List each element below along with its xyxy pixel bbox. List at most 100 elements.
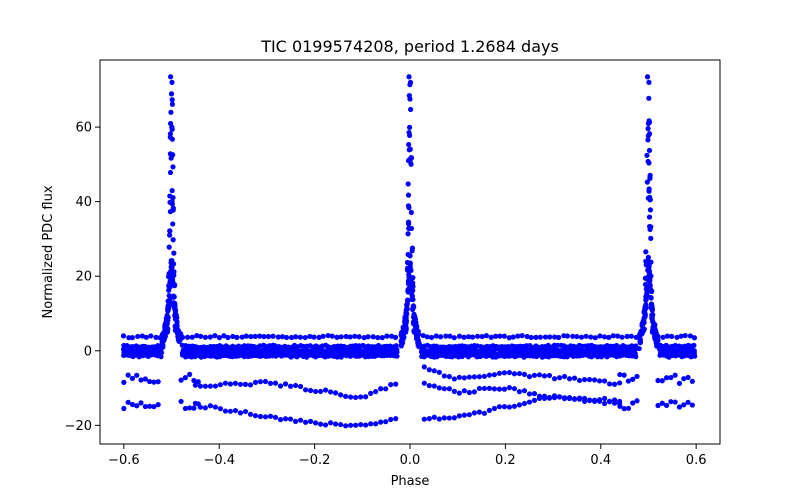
data-point: [456, 390, 462, 396]
data-point: [365, 334, 371, 340]
data-point: [242, 381, 249, 387]
data-point: [546, 395, 553, 401]
data-point: [641, 326, 647, 332]
data-point: [431, 383, 437, 389]
data-point: [178, 398, 184, 405]
data-point: [353, 422, 359, 428]
data-point: [407, 146, 413, 152]
data-point: [169, 188, 175, 194]
data-point: [629, 343, 635, 349]
data-point: [536, 372, 543, 378]
data-point: [347, 334, 353, 340]
data-point: [370, 334, 376, 340]
data-point: [483, 333, 490, 339]
data-point: [471, 374, 477, 380]
data-point: [368, 421, 374, 427]
data-point: [537, 334, 543, 340]
data-point: [506, 335, 512, 341]
data-point: [642, 304, 648, 310]
data-point: [612, 400, 618, 406]
data-point: [187, 405, 193, 411]
data-point: [202, 334, 209, 340]
data-point: [465, 334, 472, 340]
data-point: [664, 333, 670, 339]
data-point: [409, 248, 415, 254]
data-point: [383, 386, 389, 392]
data-point: [578, 334, 585, 340]
data-point: [221, 333, 227, 339]
data-point: [474, 333, 481, 339]
data-point: [511, 403, 518, 409]
data-point: [270, 333, 276, 339]
data-point: [556, 394, 563, 400]
data-point: [561, 373, 568, 380]
data-point: [592, 335, 598, 341]
data-point: [649, 313, 655, 320]
data-point: [134, 403, 140, 409]
data-point: [161, 338, 167, 344]
data-point: [403, 325, 409, 331]
data-point: [222, 380, 229, 386]
data-point: [202, 405, 208, 411]
data-point: [338, 421, 344, 428]
data-point: [170, 237, 176, 243]
data-point: [120, 333, 127, 339]
data-point: [571, 396, 578, 402]
data-point: [647, 223, 653, 230]
data-point: [437, 334, 444, 340]
data-point: [531, 397, 538, 403]
data-point: [566, 376, 573, 382]
data-point: [672, 372, 678, 378]
data-point: [170, 205, 176, 211]
data-point: [591, 377, 598, 383]
data-point: [687, 333, 694, 339]
data-point: [466, 389, 472, 396]
data-point: [197, 383, 203, 389]
data-point: [394, 353, 400, 359]
data-point: [655, 402, 661, 409]
data-point: [147, 403, 153, 409]
data-point: [343, 393, 349, 399]
data-point: [352, 333, 358, 339]
data-point: [192, 382, 198, 388]
data-point: [646, 188, 652, 194]
data-point: [597, 333, 603, 339]
data-point: [506, 369, 513, 376]
data-point: [155, 379, 161, 385]
data-point: [648, 235, 654, 241]
data-point: [511, 371, 518, 377]
data-point: [162, 333, 169, 339]
data-point: [645, 254, 651, 260]
data-point: [406, 129, 412, 136]
data-point: [125, 372, 131, 378]
x-tick-label: −0.6: [108, 453, 140, 468]
data-point: [237, 381, 244, 387]
data-point: [353, 394, 359, 401]
data-point: [411, 320, 417, 326]
data-point: [601, 395, 608, 402]
data-point: [170, 152, 176, 158]
data-point: [654, 343, 660, 349]
data-point: [384, 333, 390, 339]
data-point: [526, 374, 533, 380]
data-point: [410, 275, 416, 281]
data-point: [307, 387, 314, 394]
data-point: [481, 410, 487, 416]
data-point: [257, 333, 263, 339]
data-point: [410, 314, 417, 320]
data-point: [138, 400, 144, 406]
data-point: [135, 333, 141, 340]
data-point: [630, 376, 636, 382]
data-point: [282, 416, 289, 422]
data-point: [564, 333, 571, 339]
data-point: [217, 406, 224, 412]
data-point: [668, 374, 674, 381]
data-point: [426, 383, 432, 389]
data-point: [443, 333, 449, 339]
data-point: [348, 422, 354, 428]
data-point: [378, 419, 384, 425]
data-point: [167, 134, 173, 140]
data-point: [461, 412, 467, 418]
data-point: [217, 382, 224, 388]
data-point: [338, 392, 344, 398]
